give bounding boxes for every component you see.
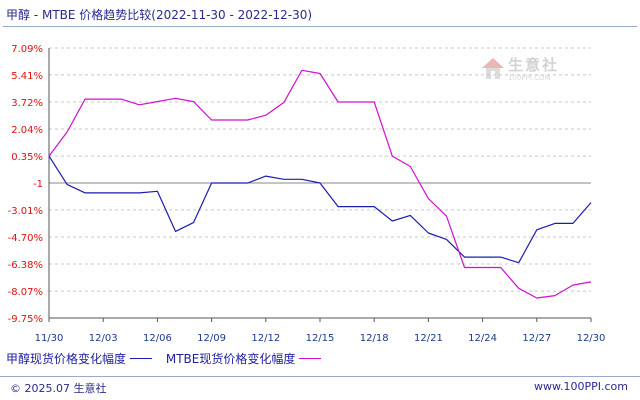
series-line-mtbe [48,69,592,299]
watermark-text: 生意社 [508,56,560,74]
legend-swatch-methanol [130,358,153,359]
x-tick-label: 12/06 [143,333,172,344]
y-tick-label: -8.07% [8,287,43,298]
chart-legend: 甲醇现货价格变化幅度 MTBE现货价格变化幅度 [6,350,331,367]
chart-title: 甲醇 - MTBE 价格趋势比较(2022-11-30 - 2022-12-30… [6,8,313,22]
x-tick-label: 12/03 [89,333,118,344]
legend-swatch-mtbe [299,358,322,359]
x-axis-ticks: 11/30 12/03 12/06 12/09 12/12 12/15 12/18 12/21… [35,318,606,344]
y-tick-label: -1 [33,179,43,190]
y-tick-label: 3.72% [11,98,43,109]
x-tick-label: 12/27 [522,333,551,344]
watermark-url: 100PPI.COM [508,74,551,82]
line-chart: 7.09% 5.41% 3.72% 2.04% 0.35% -1 -3.01% -4.70% -… [8,44,606,344]
legend-item-mtbe: MTBE现货价格变化幅度 [166,350,326,367]
footer: © 2025.07 生意社 www.100PPI.com [0,376,640,399]
chart-series [48,69,592,299]
y-tick-label: 5.41% [11,71,43,82]
y-tick-label: -6.38% [8,260,43,271]
x-tick-label: 12/12 [251,333,280,344]
y-tick-label: 7.09% [11,44,43,55]
y-tick-label: -9.75% [8,314,43,325]
y-tick-label: -4.70% [8,233,43,244]
watermark: 生意社 100PPI.COM [478,52,578,92]
legend-label-mtbe: MTBE现货价格变化幅度 [165,352,296,366]
copyright-text: © 2025.07 生意社 [10,382,107,395]
legend-item-methanol: 甲醇现货价格变化幅度 [6,350,156,367]
title-separator [3,26,637,27]
x-tick-label: 12/09 [197,333,226,344]
y-tick-label: 0.35% [11,152,43,163]
x-tick-label: 12/21 [414,333,443,344]
series-line-methanol [48,155,592,264]
x-tick-label: 12/30 [577,333,606,344]
y-axis-ticks: 7.09% 5.41% 3.72% 2.04% 0.35% -1 -3.01% -4.70% -… [8,44,43,325]
x-tick-label: 11/30 [35,333,64,344]
site-link[interactable]: www.100PPI.com [534,380,628,393]
x-tick-label: 12/24 [468,333,497,344]
x-tick-label: 12/18 [360,333,389,344]
y-tick-label: -3.01% [8,206,43,217]
y-tick-label: 2.04% [11,125,43,136]
x-tick-label: 12/15 [306,333,335,344]
legend-label-methanol: 甲醇现货价格变化幅度 [6,352,127,366]
